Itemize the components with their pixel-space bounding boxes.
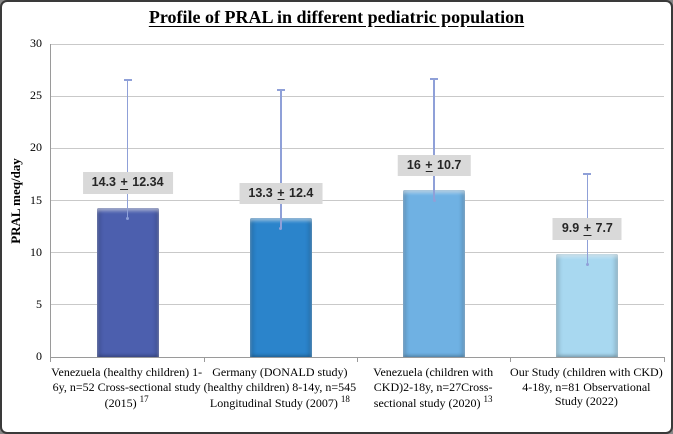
y-tick-label: 30 [30, 36, 42, 50]
category-label: Our Study (children with CKD) 4-18y, n=8… [510, 365, 663, 409]
category-label: Germany (DONALD study) (healthy children… [203, 365, 357, 411]
plus-minus-sign: + [120, 175, 128, 190]
bar [249, 218, 312, 357]
y-tick-label: 10 [30, 244, 42, 259]
reference-superscript: 17 [139, 394, 149, 405]
data-label: 14.3 + 12.34 [82, 172, 173, 194]
data-label: 13.3 + 12.4 [239, 182, 323, 205]
y-tick-label: 5 [36, 296, 42, 311]
bar [556, 253, 619, 357]
reference-superscript: 18 [340, 394, 350, 405]
error-bar-cap [276, 88, 285, 91]
axis-origin-tick [50, 357, 51, 362]
plus-minus-sign: + [583, 221, 592, 236]
y-gridline [51, 304, 664, 306]
y-gridline [51, 95, 664, 97]
y-gridline [51, 43, 664, 45]
bar [96, 207, 159, 357]
error-bar-end-dot [126, 216, 130, 220]
y-tick-label: 20 [30, 140, 42, 155]
y-gridline [51, 147, 664, 149]
error-bar-cap [583, 173, 592, 176]
error-bar [280, 88, 282, 230]
error-bar-end-dot [279, 227, 283, 231]
plus-minus-sign: + [425, 157, 433, 173]
reference-superscript: 13 [483, 394, 493, 405]
category-boundary-tick [203, 357, 205, 362]
category-boundary-tick [663, 357, 665, 362]
data-label: 9.9 + 7.7 [552, 218, 622, 240]
y-tick-label: 0 [36, 349, 42, 363]
error-bar [433, 78, 435, 202]
y-tick-label: 25 [30, 88, 42, 103]
error-bar-cap [430, 78, 439, 81]
category-label: Venezuela (healthy children) 1-6y, n=52 … [51, 365, 203, 411]
category-boundary-tick [357, 357, 358, 362]
y-tick-label: 15 [30, 192, 42, 207]
plus-minus-sign: + [277, 185, 285, 201]
error-bar-end-dot [585, 262, 589, 266]
bar [403, 190, 466, 357]
y-gridline [51, 200, 664, 201]
error-bar-cap [123, 79, 132, 82]
plot-area: 14.3 + 12.34 13.3 + 12.4 16 + 10.7 9.9 + 7.… [50, 43, 665, 362]
y-gridline [51, 252, 664, 254]
category-label: Venezuela (children with CKD)2-18y, n=27… [373, 365, 494, 411]
data-label: 16 + 10.7 [397, 154, 471, 177]
chart-title: Profile of PRAL in different pediatric p… [148, 7, 525, 27]
category-boundary-tick [510, 357, 512, 362]
error-bar-end-dot [432, 199, 436, 203]
error-bar [126, 79, 129, 219]
